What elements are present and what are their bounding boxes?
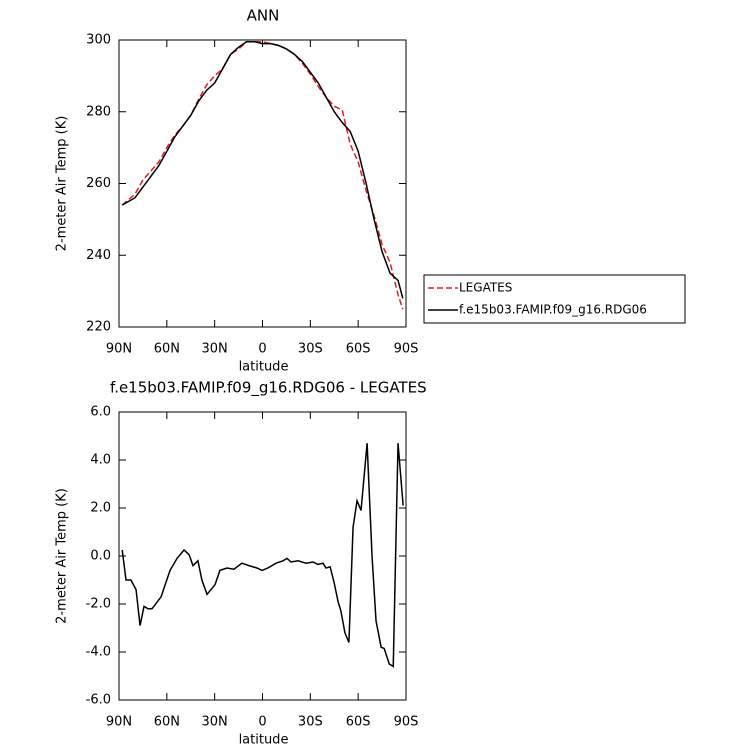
y-tick-label: 300: [86, 33, 111, 48]
x-tick-label: 0: [258, 715, 266, 730]
y-tick-label: 6.0: [90, 405, 111, 420]
y-tick-label: 240: [86, 248, 111, 263]
x-tick-label: 90S: [394, 715, 419, 730]
x-tick-label: 30N: [202, 715, 228, 730]
data-line: [121, 41, 404, 299]
legend-label: LEGATES: [459, 281, 512, 295]
data-line: [121, 41, 404, 310]
y-tick-label: 220: [86, 320, 111, 335]
x-tick-label: 30N: [202, 342, 228, 357]
chart-title: f.e15b03.FAMIP.f09_g16.RDG06 - LEGATES: [110, 379, 427, 398]
plot-frame: [118, 411, 407, 701]
y-tick-label: 4.0: [90, 453, 111, 468]
x-axis-label: latitude: [239, 733, 289, 748]
x-tick-label: 60S: [346, 715, 371, 730]
x-tick-label: 60S: [346, 342, 371, 357]
y-tick-label: -2.0: [86, 597, 111, 612]
chart-title: ANN: [247, 7, 280, 25]
x-tick-label: 60N: [154, 342, 180, 357]
x-tick-label: 90N: [106, 715, 132, 730]
y-tick-label: -6.0: [86, 693, 111, 708]
y-tick-label: 260: [86, 176, 111, 191]
legend-label: f.e15b03.FAMIP.f09_g16.RDG06: [459, 303, 647, 317]
y-axis-label: 2-meter Air Temp (K): [55, 116, 70, 252]
y-tick-label: 2.0: [90, 501, 111, 516]
x-tick-label: 30S: [298, 342, 323, 357]
x-tick-label: 90N: [106, 342, 132, 357]
x-tick-label: 30S: [298, 715, 323, 730]
data-line: [121, 443, 404, 668]
legend-box: [423, 274, 686, 324]
y-tick-label: -4.0: [86, 645, 111, 660]
x-tick-label: 0: [258, 342, 266, 357]
y-tick-label: 0.0: [90, 549, 111, 564]
x-tick-label: 90S: [394, 342, 419, 357]
x-axis-label: latitude: [239, 360, 289, 375]
y-axis-label: 2-meter Air Temp (K): [55, 488, 70, 624]
plot-frame: [118, 39, 407, 328]
y-tick-label: 280: [86, 104, 111, 119]
x-tick-label: 60N: [154, 715, 180, 730]
